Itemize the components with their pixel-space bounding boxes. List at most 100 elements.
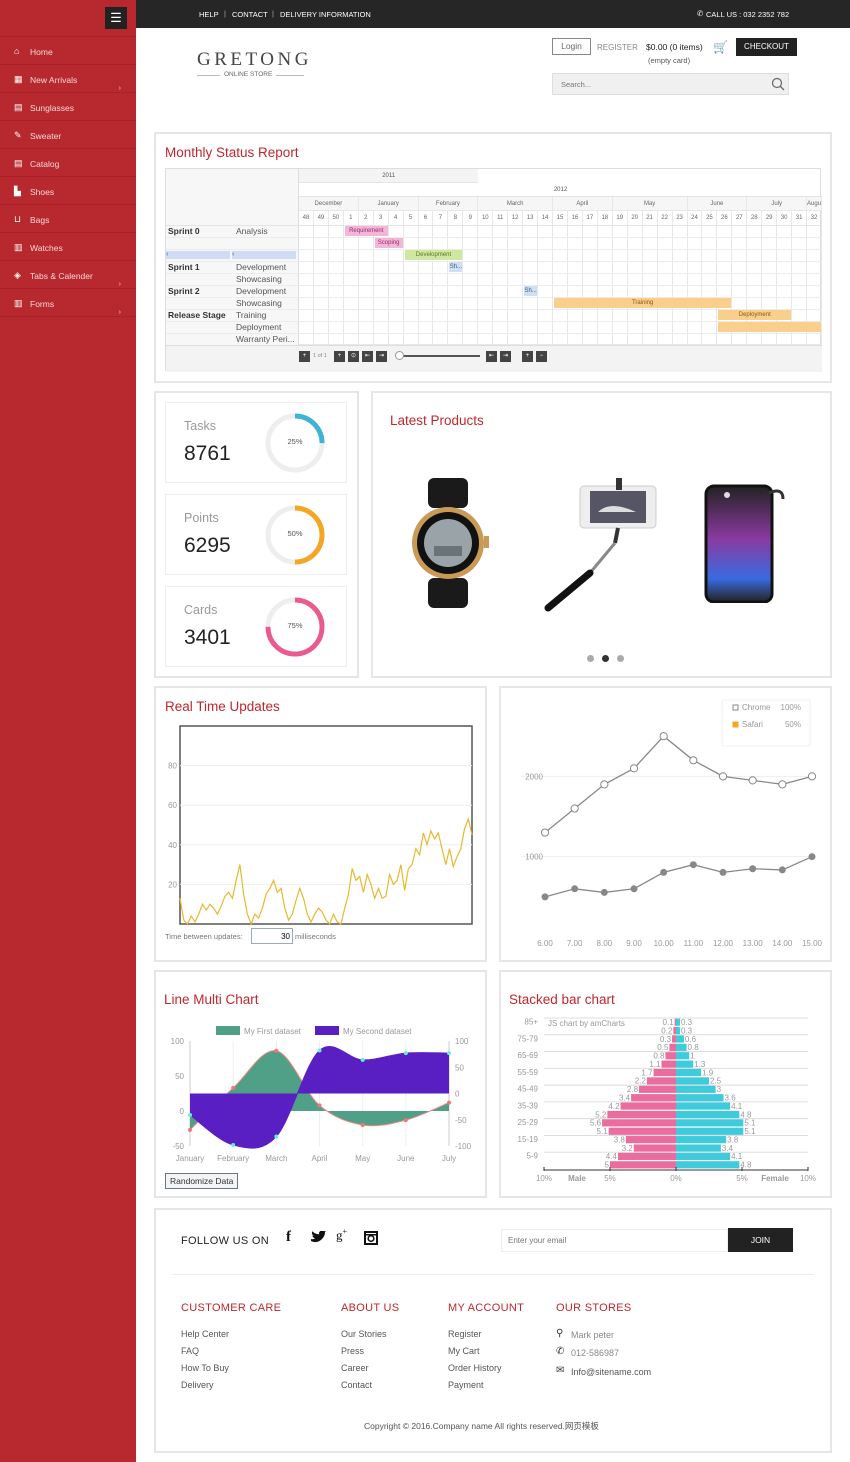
cart-total[interactable]: $0.00 (0 items) [646, 42, 703, 52]
data-point [778, 780, 787, 789]
sidebar-item-tabs-calender[interactable]: ◈ Tabs & Calender › [0, 260, 136, 288]
contact-link[interactable]: CONTACT [232, 10, 268, 19]
gantt-task-label: Development [236, 286, 287, 296]
next-button[interactable]: ⇥ [500, 351, 511, 362]
watch-icon[interactable] [410, 478, 490, 608]
footer-link-career[interactable]: Career [341, 1363, 369, 1373]
footer-link-our-stories[interactable]: Our Stories [341, 1329, 387, 1339]
expand-button[interactable]: + [522, 351, 533, 362]
gantt-task-bar[interactable]: Sh... [524, 286, 538, 296]
footer-link-my-cart[interactable]: My Cart [448, 1346, 480, 1356]
footer-link-help-center[interactable]: Help Center [181, 1329, 230, 1339]
gantt-task-bar[interactable]: Development [404, 250, 463, 260]
gantt-task-label: Training [236, 310, 267, 320]
gantt-month-header: March [478, 197, 554, 211]
sidebar-item-shoes[interactable]: ▙ Shoes [0, 176, 136, 204]
y-right-tick-label: 100 [455, 1037, 469, 1046]
scroll-left-button[interactable]: ⇤ [362, 351, 373, 362]
email-input[interactable] [501, 1229, 728, 1252]
speaker-icon[interactable] [703, 483, 788, 603]
progress-ring-fill [265, 505, 325, 565]
search-input[interactable] [553, 74, 763, 94]
layers-icon: ◈ [14, 270, 21, 280]
gantt-group-label: Sprint 2 [168, 286, 200, 296]
logo[interactable]: GRETONG [197, 49, 312, 70]
data-point [231, 1085, 236, 1090]
gantt-task-bar[interactable]: Sh... [449, 262, 463, 272]
stat-label: Tasks [184, 419, 216, 433]
y-tick-label: 60 [168, 801, 177, 810]
search-icon[interactable] [771, 77, 785, 91]
delivery-info-link[interactable]: DELIVERY INFORMATION [280, 10, 371, 19]
sidebar-item-home[interactable]: ⌂ Home [0, 36, 136, 64]
today-button[interactable]: ⊙ [348, 351, 359, 362]
selfie-stick-icon[interactable] [540, 478, 660, 613]
footer-link-faq[interactable]: FAQ [181, 1346, 200, 1356]
gantt-week-column: 9 [463, 211, 479, 345]
footer-link-how-to-buy[interactable]: How To Buy [181, 1363, 229, 1373]
sidebar-item-sunglasses[interactable]: ▤ Sunglasses [0, 92, 136, 120]
gantt-task-bar[interactable]: Scoping [374, 238, 403, 248]
dashboard-icon: ⌂ [14, 46, 20, 56]
bar-female [676, 1018, 680, 1026]
register-link[interactable]: REGISTER [597, 43, 638, 52]
gantt-month-header: Augu [807, 197, 822, 211]
real-time-chart: 20 40 60 80 [168, 725, 473, 926]
twitter-icon[interactable] [310, 1231, 326, 1244]
sidebar: ☰ ⌂ Home ▦ New Arrivals › ▤ Sunglasses ✎ Sweater… [0, 0, 136, 1462]
footer-link-payment[interactable]: Payment [448, 1380, 484, 1390]
randomize-data-button[interactable]: Randomize Data [165, 1173, 239, 1189]
store-email[interactable]: Info@sitename.com [571, 1367, 652, 1377]
sidebar-item-catalog[interactable]: ▤ Catalog [0, 148, 136, 176]
gantt-task-bar[interactable]: Requirement Gathering [344, 226, 388, 236]
zoom-slider-track[interactable] [398, 355, 480, 357]
sidebar-item-watches[interactable]: ▥ Watches [0, 232, 136, 260]
zoom-slider-handle[interactable] [395, 351, 404, 360]
carousel-dot[interactable] [587, 655, 594, 662]
checkout-button[interactable]: CHECKOUT [736, 38, 797, 56]
hamburger-icon[interactable]: ☰ [105, 7, 127, 29]
gantt-week-column: 49 [313, 211, 329, 345]
instagram-icon[interactable] [364, 1231, 378, 1245]
footer-link-contact[interactable]: Contact [341, 1380, 373, 1390]
sidebar-item-forms[interactable]: ▥ Forms › [0, 288, 136, 316]
interval-input[interactable] [251, 928, 293, 944]
chart-credit: JS chart by amCharts [548, 1019, 625, 1028]
bar-label: 0.3 [681, 1018, 693, 1027]
gantt-task-label: Development [236, 262, 287, 272]
help-link[interactable]: HELP [199, 10, 219, 19]
gantt-column-scrollbar[interactable]: ‹ [166, 251, 230, 259]
google-plus-icon[interactable]: g+ [336, 1227, 348, 1243]
scroll-right-button[interactable]: ⇥ [376, 351, 387, 362]
zoom-in-button[interactable]: + [334, 351, 345, 362]
carousel-dot[interactable] [617, 655, 624, 662]
footer-link-delivery[interactable]: Delivery [181, 1380, 214, 1390]
login-button[interactable]: Login [552, 38, 591, 55]
sidebar-item-sweater[interactable]: ✎ Sweater [0, 120, 136, 148]
footer-link-register[interactable]: Register [448, 1329, 482, 1339]
logo-subtitle: ONLINE STORE [220, 71, 277, 78]
prev-button[interactable]: ⇤ [486, 351, 497, 362]
footer-link-press[interactable]: Press [341, 1346, 365, 1356]
gantt-task-bar[interactable]: Training [554, 298, 732, 308]
bar-male [617, 1152, 676, 1161]
join-button[interactable]: JOIN [728, 1228, 793, 1252]
carousel-dot[interactable] [602, 655, 609, 662]
gantt-week-column: 1 [343, 211, 359, 345]
gantt-week-column: 32 [807, 211, 822, 345]
sidebar-item-bags[interactable]: ⊔ Bags [0, 204, 136, 232]
data-point [571, 885, 579, 893]
cart-icon[interactable]: 🛒 [713, 40, 728, 54]
collapse-button[interactable]: − [536, 351, 547, 362]
facebook-icon[interactable]: f [286, 1229, 291, 1245]
data-point [403, 1051, 408, 1056]
sidebar-item-new-arrivals[interactable]: ▦ New Arrivals › [0, 64, 136, 92]
gantt-column-scrollbar[interactable]: ‹ [232, 251, 296, 259]
add-task-button[interactable]: + [299, 351, 310, 362]
gantt-task-bar[interactable]: Deployment [718, 310, 792, 320]
gantt-task-bar[interactable] [718, 322, 821, 332]
footer-link-order-history[interactable]: Order History [448, 1363, 502, 1373]
bar-female [676, 1161, 740, 1169]
bar-label: 3.4 [619, 1093, 631, 1102]
gantt-week-column: 3 [373, 211, 389, 345]
